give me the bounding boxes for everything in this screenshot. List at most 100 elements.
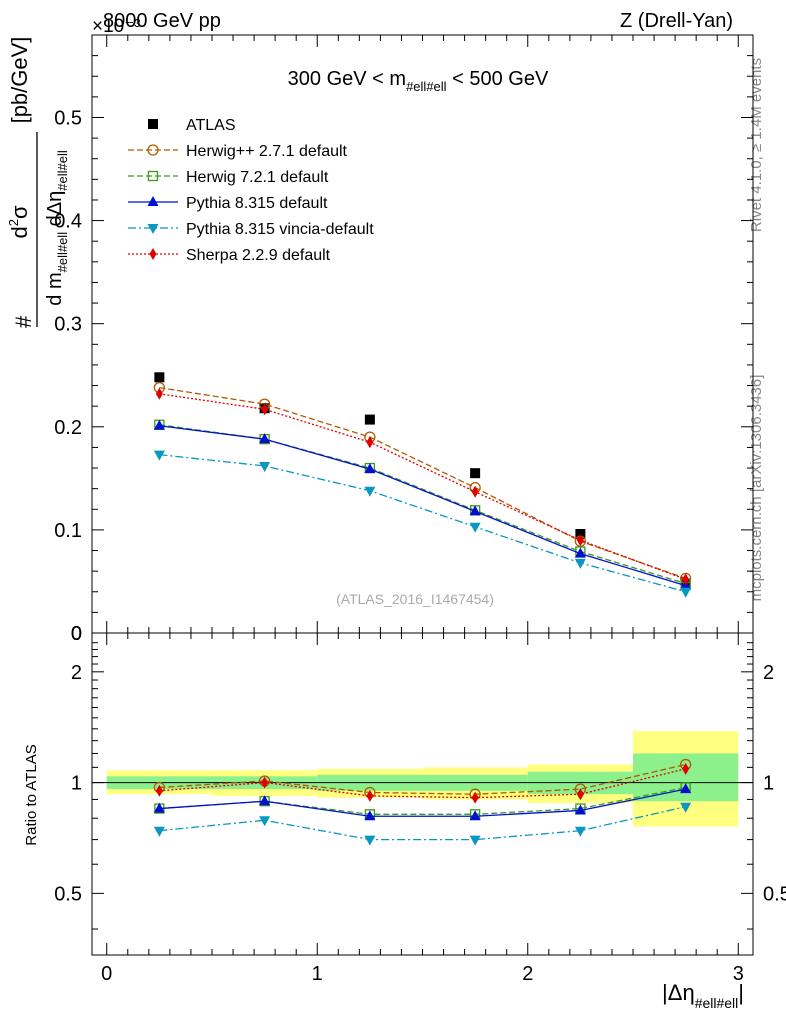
ratio-line-herwig7 [159,786,686,815]
main-ytick-label: 0.5 [54,107,82,129]
ratio-point-sherpa-3 [471,791,479,804]
ratio-xtick-label: 3 [733,963,744,985]
legend-item-atlas: ATLAS [148,117,236,134]
ratio-point-pythia-0 [153,802,165,813]
legend-marker-pythia [147,196,159,206]
ratio-point-vincia-1 [259,816,271,827]
ylabel-hash: # [11,315,36,328]
main-series-pythia [153,419,692,590]
main-line-herwig7 [159,424,686,585]
main-series-sherpa [155,387,690,586]
energy-label: 8000 GeV pp [103,10,221,32]
ratio-line-sherpa [159,768,686,799]
main-point-pythia-3 [469,505,481,516]
legend-label-vincia: Pythia 8.315 vincia-default [186,221,374,238]
ratio-ylabel: Ratio to ATLAS [23,744,40,845]
ratio-point-pythia-2 [364,810,376,821]
main-ytick-label: 0.1 [54,520,82,542]
main-ylabel: # d2σ d m#ell#ell dΔη#ell#ell [pb/GeV] [6,37,70,328]
ratio-series-pythia [153,783,692,821]
ratio-point-pythia-4 [574,804,586,815]
ratio-point-pythia-3 [469,810,481,821]
ratio-line-pythia [159,788,686,817]
legend-item-pythia: Pythia 8.315 default [128,195,328,212]
ratio-point-pythia-1 [259,795,271,806]
main-point-vincia-3 [469,522,481,533]
ratio-ytick-label-left: 1 [71,773,82,795]
legend-item-herwigpp: Herwig++ 2.7.1 default [128,143,348,160]
main-point-vincia-4 [574,558,586,569]
ratio-series-sherpa [155,762,690,804]
main-point-atlas-2 [364,414,375,425]
ratio-xtick-label: 0 [101,963,112,985]
main-point-atlas-0 [154,372,165,383]
ratio-point-vincia-4 [574,826,586,837]
ratio-point-vincia-5 [680,802,692,813]
ratio-ytick-label-right: 0.5 [763,883,786,905]
main-series-vincia [153,450,692,598]
legend-label-pythia: Pythia 8.315 default [186,195,328,212]
main-point-sherpa-3 [471,485,479,498]
main-point-sherpa-4 [576,534,584,547]
legend-marker-herwigpp [147,144,159,156]
legend-marker-atlas [148,119,158,129]
legend-item-sherpa: Sherpa 2.2.9 default [128,247,331,264]
main-ytick-label: 0.4 [54,211,82,233]
ratio-point-sherpa-5 [682,762,690,775]
analysis-watermark: (ATLAS_2016_I1467454) [336,591,494,607]
main-point-sherpa-0 [155,387,163,400]
main-series-layer [153,372,692,598]
legend-item-vincia: Pythia 8.315 vincia-default [128,221,374,238]
legend-label-sherpa: Sherpa 2.2.9 default [186,247,331,264]
main-point-atlas-4 [575,529,586,540]
ratio-point-sherpa-2 [366,789,374,802]
main-ytick-label-zero: 0 [71,623,82,645]
ratio-point-pythia-5 [680,783,692,794]
legend-marker-herwig7 [147,170,159,182]
main-point-pythia-4 [574,547,586,558]
ratio-xtick-label: 1 [312,963,323,985]
ratio-point-sherpa-0 [155,784,163,797]
main-line-pythia [159,425,686,587]
legend: ATLAS Herwig++ 2.7.1 default Herwig 7.2.1 … [128,117,374,264]
ratio-axes: 0.5 0.5 1 1 2 2 0 1 2 3 [54,633,786,985]
main-point-vincia-0 [153,450,165,461]
main-line-sherpa [159,393,686,580]
ylabel-denominator: d m#ell#ell dΔη#ell#ell [44,150,70,306]
ratio-point-sherpa-1 [261,776,269,789]
ratio-ytick-label-right: 1 [763,773,774,795]
main-axes: 00.10.20.30.40.50 [54,34,753,645]
ratio-series-vincia [153,802,692,846]
main-point-sherpa-2 [366,436,374,449]
ratio-ytick-label-left: 0.5 [54,883,82,905]
legend-label-herwigpp: Herwig++ 2.7.1 default [186,143,348,160]
legend-label-herwig7: Herwig 7.2.1 default [186,169,329,186]
mcplots-label: mcplots.cern.ch [arXiv:1306.3436] [748,375,765,602]
y-multiplier-label: ×10⁻³ [92,16,141,37]
main-line-herwigpp [159,386,686,579]
main-point-vincia-1 [259,461,271,472]
x-axis-label: |Δη#ell#ell| [662,980,744,1011]
main-ytick-label: 0.2 [54,417,82,439]
ratio-point-vincia-0 [153,826,165,837]
ratio-xtick-label: 2 [522,963,533,985]
main-point-sherpa-1 [261,403,269,416]
main-series-herwigpp [153,381,692,585]
main-title: 300 GeV < m#ell#ell < 500 GeV [288,68,549,94]
main-point-vincia-2 [364,486,376,497]
ratio-point-sherpa-4 [576,788,584,801]
main-point-vincia-5 [680,587,692,598]
ratio-point-vincia-3 [469,835,481,846]
ratio-line-vincia [159,806,686,841]
ratio-point-vincia-2 [364,835,376,846]
ylabel-unit: [pb/GeV] [7,37,32,124]
ratio-ytick-label-right: 2 [763,662,774,684]
ratio-ytick-label-left: 2 [71,662,82,684]
main-point-pythia-0 [153,419,165,430]
main-point-sherpa-5 [682,573,690,586]
main-point-atlas-3 [470,468,481,479]
ratio-line-herwigpp [159,763,686,795]
main-point-pythia-2 [364,463,376,474]
main-line-vincia [159,453,686,593]
